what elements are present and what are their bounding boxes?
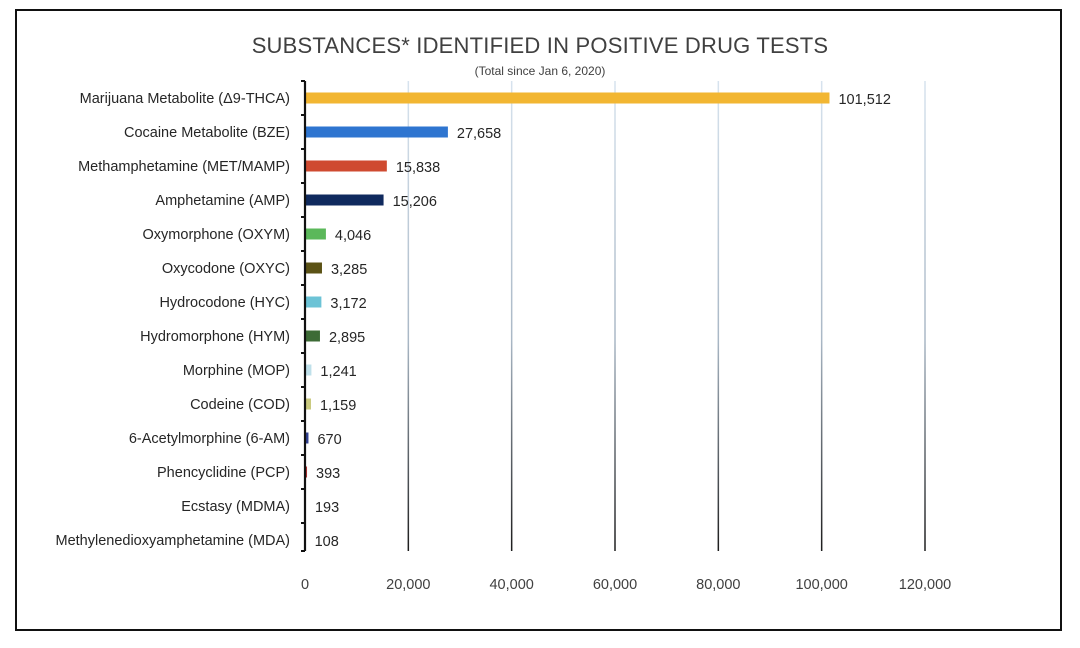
value-label: 15,206 <box>393 194 437 210</box>
chart-subtitle: (Total since Jan 6, 2020) <box>474 64 606 78</box>
bar <box>305 296 322 308</box>
bar <box>305 194 384 206</box>
gridline <box>924 81 926 551</box>
x-tick-label: 20,000 <box>386 577 430 593</box>
category-label: Oxycodone (OXYC) <box>162 261 290 277</box>
value-label: 1,241 <box>320 364 356 380</box>
gridline <box>510 81 513 551</box>
value-label: 108 <box>315 534 339 550</box>
value-label: 3,285 <box>331 262 367 278</box>
bar <box>305 92 830 104</box>
value-label: 3,172 <box>330 296 366 312</box>
x-tick-label: 60,000 <box>593 577 637 593</box>
bar <box>305 126 448 138</box>
bar <box>305 330 320 342</box>
category-label: Methylenedioxyamphetamine (MDA) <box>55 533 290 549</box>
x-tick-label: 120,000 <box>899 577 951 593</box>
value-label: 27,658 <box>457 126 501 142</box>
category-label: Ecstasy (MDMA) <box>181 499 290 515</box>
chart-frame <box>15 9 1062 631</box>
x-tick-label: 0 <box>301 577 309 593</box>
category-label: Hydrocodone (HYC) <box>159 295 290 311</box>
value-label: 393 <box>316 466 340 482</box>
value-label: 1,159 <box>320 398 356 414</box>
gridline <box>717 81 720 551</box>
bar <box>305 228 326 240</box>
gridline <box>407 81 410 551</box>
value-label: 670 <box>317 432 341 448</box>
gridline <box>820 81 823 551</box>
bar <box>305 432 309 444</box>
category-label: Oxymorphone (OXYM) <box>143 227 290 243</box>
x-tick-label: 40,000 <box>489 577 533 593</box>
category-label: Phencyclidine (PCP) <box>157 465 290 481</box>
category-label: Marijuana Metabolite (Δ9-THCA) <box>80 91 290 107</box>
x-tick-label: 80,000 <box>696 577 740 593</box>
x-tick-label: 100,000 <box>795 577 847 593</box>
value-label: 101,512 <box>838 92 890 108</box>
category-label: 6-Acetylmorphine (6-AM) <box>129 431 290 447</box>
category-label: Codeine (COD) <box>190 397 290 413</box>
value-label: 2,895 <box>329 330 365 346</box>
bar <box>305 160 387 172</box>
category-label: Amphetamine (AMP) <box>155 193 290 209</box>
bar <box>305 262 322 274</box>
chart-title: SUBSTANCES* IDENTIFIED IN POSITIVE DRUG … <box>251 33 829 58</box>
gridline <box>614 81 616 551</box>
category-label: Methamphetamine (MET/MAMP) <box>78 159 290 175</box>
category-label: Cocaine Metabolite (BZE) <box>124 125 290 141</box>
bar <box>305 364 312 376</box>
category-label: Morphine (MOP) <box>183 363 290 379</box>
value-label: 193 <box>315 500 339 516</box>
bar <box>305 398 311 410</box>
value-label: 15,838 <box>396 160 440 176</box>
value-label: 4,046 <box>335 228 371 244</box>
category-label: Hydromorphone (HYM) <box>140 329 290 345</box>
